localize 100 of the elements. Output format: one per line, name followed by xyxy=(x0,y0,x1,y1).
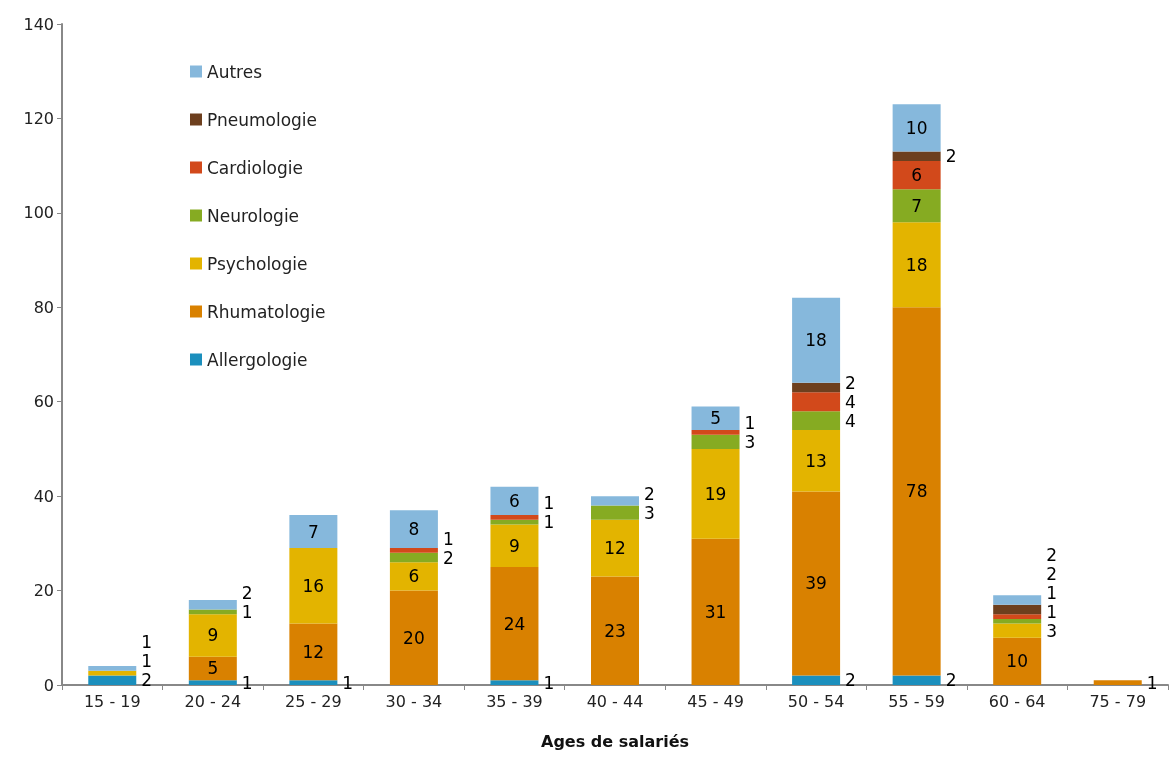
data-label: 6 xyxy=(509,490,520,511)
data-label: 10 xyxy=(905,117,928,138)
bar xyxy=(389,590,438,685)
bar xyxy=(892,675,941,685)
x-tick-label: 25 - 29 xyxy=(285,691,342,711)
y-tick-label: 20 xyxy=(33,581,54,601)
data-label: 4 xyxy=(845,391,856,412)
x-tick-label: 45 - 49 xyxy=(687,691,744,711)
bar xyxy=(993,614,1042,619)
data-label: 2 xyxy=(241,582,253,603)
data-label: 7 xyxy=(911,195,923,216)
data-label: 2 xyxy=(1046,544,1058,565)
data-label: 2 xyxy=(1046,563,1058,584)
bar xyxy=(289,515,338,549)
bar xyxy=(792,382,841,393)
x-tick-label: 35 - 39 xyxy=(486,691,543,711)
bar xyxy=(691,406,740,431)
data-label: 3 xyxy=(1046,620,1058,641)
bar xyxy=(792,392,841,412)
data-label: 23 xyxy=(604,620,626,641)
bar xyxy=(993,637,1042,685)
data-label: 2 xyxy=(644,483,655,504)
data-label: 1 xyxy=(543,672,555,693)
data-label: 2 xyxy=(845,372,856,393)
bar xyxy=(188,609,237,615)
data-label: 2 xyxy=(442,547,454,568)
x-axis-title: Ages de salariés xyxy=(540,731,690,751)
bar xyxy=(88,666,137,671)
data-label: 12 xyxy=(604,538,626,559)
data-label: 78 xyxy=(905,481,928,502)
data-label: 19 xyxy=(704,483,727,504)
bar xyxy=(792,411,841,431)
data-label: 1 xyxy=(543,512,555,533)
y-tick-label: 60 xyxy=(33,392,54,412)
y-tick-label: 40 xyxy=(33,486,54,506)
data-label: 1 xyxy=(141,651,153,672)
legend-label: Allergologie xyxy=(207,349,308,370)
data-label: 16 xyxy=(302,575,325,596)
data-label: 5 xyxy=(710,408,721,429)
bar xyxy=(792,297,841,383)
data-label: 2 xyxy=(141,670,153,691)
data-label: 1 xyxy=(543,493,555,514)
x-tick-label: 55 - 59 xyxy=(888,691,945,711)
bar xyxy=(892,222,941,308)
bar xyxy=(591,496,639,506)
y-tick-label: 80 xyxy=(33,297,54,317)
bar xyxy=(389,548,438,553)
bar xyxy=(691,538,740,685)
data-label: 8 xyxy=(408,519,420,540)
data-label: 24 xyxy=(503,613,526,634)
data-label: 3 xyxy=(644,502,655,523)
bar xyxy=(289,623,338,681)
bar xyxy=(591,519,639,577)
x-tick-label: 40 - 44 xyxy=(586,691,644,711)
bar xyxy=(389,552,438,563)
y-tick-label: 100 xyxy=(23,203,54,223)
data-label: 5 xyxy=(207,658,219,679)
legend-label: Psychologie xyxy=(207,253,308,274)
bar xyxy=(993,604,1042,615)
data-label: 1 xyxy=(1046,582,1058,603)
bar xyxy=(792,430,841,492)
bar xyxy=(892,104,941,152)
data-label: 9 xyxy=(509,535,520,556)
x-tick-label: 30 - 34 xyxy=(385,691,443,711)
bar xyxy=(490,486,539,516)
x-tick-label: 75 - 79 xyxy=(1089,691,1147,711)
bar xyxy=(188,656,237,681)
data-label: 2 xyxy=(945,146,957,167)
data-label: 2 xyxy=(945,670,957,691)
bar xyxy=(792,491,841,676)
y-tick-label: 140 xyxy=(23,14,54,34)
y-tick-label: 0 xyxy=(43,675,54,695)
bar xyxy=(892,151,941,161)
bar xyxy=(993,595,1042,605)
bar xyxy=(389,510,438,549)
bar xyxy=(289,548,338,624)
data-label: 10 xyxy=(1006,651,1028,672)
bar xyxy=(289,680,338,685)
data-label: 18 xyxy=(905,254,928,275)
bar xyxy=(892,160,941,190)
data-label: 9 xyxy=(207,625,219,646)
bar xyxy=(490,524,539,567)
bar xyxy=(389,562,438,591)
bar xyxy=(188,614,237,657)
legend-label: Pneumologie xyxy=(207,109,318,130)
data-label: 6 xyxy=(408,566,420,587)
bar xyxy=(88,675,137,685)
data-label: 31 xyxy=(704,601,727,622)
data-label: 1 xyxy=(442,528,454,549)
bar xyxy=(188,680,237,685)
bar xyxy=(892,189,941,223)
data-label: 3 xyxy=(744,431,756,452)
data-label: 12 xyxy=(302,641,325,662)
data-label: 4 xyxy=(845,410,856,431)
x-tick-label: 20 - 24 xyxy=(184,691,242,711)
data-label: 1 xyxy=(744,412,756,433)
y-tick-label: 120 xyxy=(23,108,54,128)
legend-label: Rhumatologie xyxy=(207,301,326,322)
bar xyxy=(691,434,740,449)
bar xyxy=(490,680,539,685)
